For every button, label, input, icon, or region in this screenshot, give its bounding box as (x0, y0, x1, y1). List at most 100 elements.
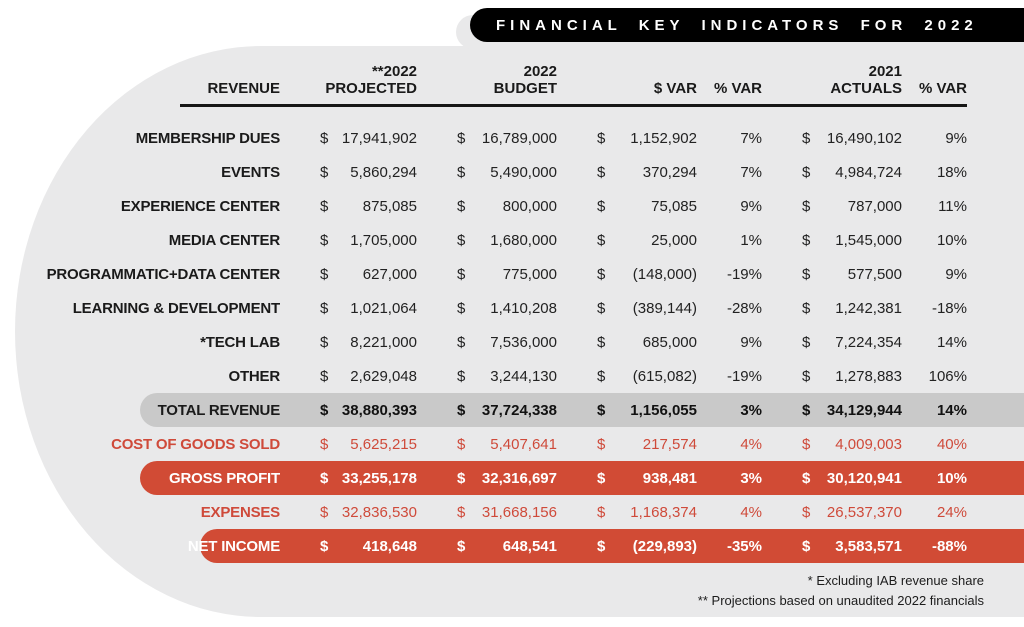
actuals-value: 30,120,941 (826, 469, 902, 487)
currency-symbol: $ (320, 537, 329, 555)
cell-2022-projected: $ 33,255,178 (280, 470, 417, 487)
projected-value: 627,000 (362, 265, 417, 283)
cell-2021-actuals: $ 3,583,571 (762, 538, 902, 555)
header-pct-var: % VAR (713, 80, 762, 98)
currency-symbol: $ (597, 299, 606, 317)
actuals-value: 1,278,883 (835, 367, 902, 385)
budget-value: 648,541 (502, 537, 557, 555)
budget-value: 800,000 (502, 197, 557, 215)
currency-symbol: $ (597, 163, 606, 181)
dollar-var-value: (389,144) (632, 299, 697, 317)
cell-2022-budget: $ 5,407,641 (417, 436, 557, 453)
currency-symbol: $ (802, 401, 811, 419)
cell-dollar-var: $ (389,144) (557, 300, 697, 317)
cell-pct-var: 9% (740, 333, 762, 351)
cell-dollar-var: $ (229,893) (557, 538, 697, 555)
budget-value: 32,316,697 (481, 469, 557, 487)
dollar-var-value: (148,000) (632, 265, 697, 283)
cell-pct-var-2: 24% (936, 503, 967, 521)
cell-pct-var-2: -88% (931, 537, 967, 555)
budget-value: 5,407,641 (490, 435, 557, 453)
dollar-var-value: 370,294 (642, 163, 697, 181)
row-label: OTHER (228, 367, 280, 385)
cell-dollar-var: $ 1,168,374 (557, 504, 697, 521)
cell-pct-var-2: 9% (945, 265, 967, 283)
cell-pct-var: 7% (740, 163, 762, 181)
currency-symbol: $ (320, 231, 329, 249)
cell-dollar-var: $ 25,000 (557, 232, 697, 249)
cell-pct-var-2: 9% (945, 129, 967, 147)
projected-value: 2,629,048 (350, 367, 417, 385)
budget-value: 7,536,000 (490, 333, 557, 351)
dollar-var-value: 25,000 (651, 231, 697, 249)
currency-symbol: $ (320, 333, 329, 351)
cell-pct-var: 3% (740, 469, 762, 487)
cell-dollar-var: $ (615,082) (557, 368, 697, 385)
cell-2022-projected: $ 418,648 (280, 538, 417, 555)
currency-symbol: $ (457, 435, 466, 453)
actuals-value: 16,490,102 (826, 129, 902, 147)
currency-symbol: $ (320, 163, 329, 181)
budget-value: 775,000 (502, 265, 557, 283)
dollar-var-value: (229,893) (632, 537, 697, 555)
projected-value: 17,941,902 (341, 129, 417, 147)
currency-symbol: $ (597, 503, 606, 521)
dollar-var-value: 217,574 (642, 435, 697, 453)
projected-value: 33,255,178 (341, 469, 417, 487)
currency-symbol: $ (457, 231, 466, 249)
cell-pct-var: 1% (740, 231, 762, 249)
currency-symbol: $ (457, 367, 466, 385)
currency-symbol: $ (597, 435, 606, 453)
currency-symbol: $ (597, 333, 606, 351)
currency-symbol: $ (457, 401, 466, 419)
actuals-value: 787,000 (847, 197, 902, 215)
cell-2022-budget: $ 775,000 (417, 266, 557, 283)
table-row: PROGRAMMATIC+DATA CENTER $ 627,000 $ 775… (30, 257, 967, 291)
header-revenue: REVENUE (207, 80, 280, 98)
row-label: EXPENSES (200, 503, 280, 521)
row-label: *TECH LAB (200, 333, 280, 351)
table-row: COST OF GOODS SOLD $ 5,625,215 $ 5,407,6… (30, 427, 967, 461)
cell-pct-var: 3% (740, 401, 762, 419)
currency-symbol: $ (597, 197, 606, 215)
cell-2022-budget: $ 32,316,697 (417, 470, 557, 487)
actuals-value: 3,583,571 (835, 537, 902, 555)
cell-2022-projected: $ 1,705,000 (280, 232, 417, 249)
table-row: MEMBERSHIP DUES $ 17,941,902 $ 16,789,00… (30, 121, 967, 155)
budget-value: 1,410,208 (490, 299, 557, 317)
actuals-value: 1,545,000 (835, 231, 902, 249)
cell-2021-actuals: $ 30,120,941 (762, 470, 902, 487)
cell-2022-budget: $ 3,244,130 (417, 368, 557, 385)
currency-symbol: $ (320, 367, 329, 385)
table-row: *TECH LAB $ 8,221,000 $ 7,536,000 $ 685,… (30, 325, 967, 359)
cell-2021-actuals: $ 34,129,944 (762, 402, 902, 419)
currency-symbol: $ (802, 299, 811, 317)
cell-pct-var-2: 18% (936, 163, 967, 181)
currency-symbol: $ (802, 435, 811, 453)
cell-pct-var-2: 40% (936, 435, 967, 453)
currency-symbol: $ (457, 163, 466, 181)
cell-2021-actuals: $ 577,500 (762, 266, 902, 283)
dollar-var-value: 75,085 (651, 197, 697, 215)
budget-value: 31,668,156 (481, 503, 557, 521)
currency-symbol: $ (320, 401, 329, 419)
cell-2022-projected: $ 875,085 (280, 198, 417, 215)
currency-symbol: $ (802, 333, 811, 351)
cell-dollar-var: $ 938,481 (557, 470, 697, 487)
currency-symbol: $ (457, 299, 466, 317)
cell-pct-var-2: 11% (938, 197, 967, 215)
actuals-value: 1,242,381 (835, 299, 902, 317)
projected-value: 5,860,294 (350, 163, 417, 181)
cell-pct-var: 4% (740, 435, 762, 453)
budget-value: 3,244,130 (490, 367, 557, 385)
cell-pct-var: -35% (726, 537, 762, 555)
cell-2021-actuals: $ 4,984,724 (762, 164, 902, 181)
actuals-value: 7,224,354 (835, 333, 902, 351)
currency-symbol: $ (802, 367, 811, 385)
currency-symbol: $ (320, 469, 329, 487)
cell-pct-var: -28% (726, 299, 762, 317)
cell-2022-budget: $ 37,724,338 (417, 402, 557, 419)
cell-2022-budget: $ 5,490,000 (417, 164, 557, 181)
currency-symbol: $ (597, 129, 606, 147)
